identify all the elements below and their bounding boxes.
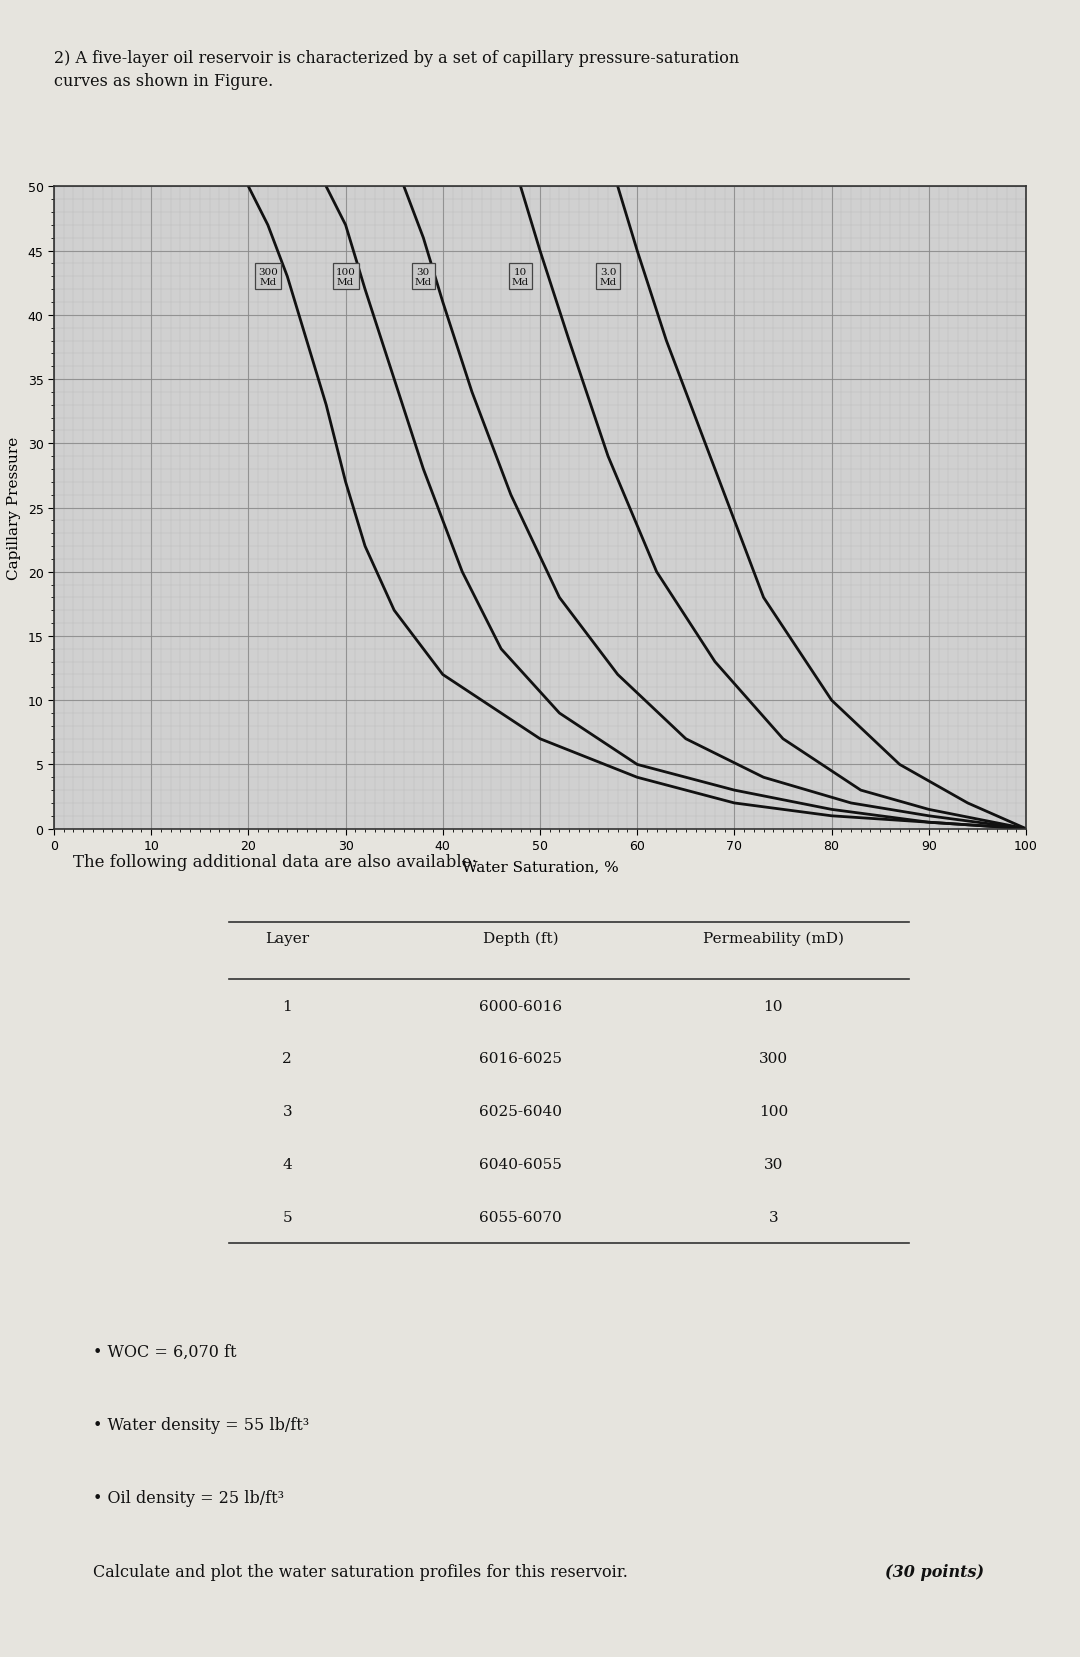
Text: Layer: Layer [266, 931, 309, 946]
Y-axis label: Capillary Pressure: Capillary Pressure [6, 436, 21, 580]
Text: 5: 5 [283, 1210, 292, 1225]
Text: Calculate and plot the water saturation profiles for this reservoir.: Calculate and plot the water saturation … [93, 1563, 633, 1579]
Text: (30 points): (30 points) [886, 1563, 984, 1579]
Text: Permeability (mD): Permeability (mD) [703, 931, 843, 946]
Text: 6016-6025: 6016-6025 [480, 1052, 562, 1065]
Text: 300
Md: 300 Md [258, 267, 278, 287]
Text: 3.0
Md: 3.0 Md [599, 267, 617, 287]
Text: 6040-6055: 6040-6055 [480, 1157, 562, 1171]
Text: 2: 2 [282, 1052, 293, 1065]
X-axis label: Water Saturation, %: Water Saturation, % [461, 860, 619, 873]
Text: 6025-6040: 6025-6040 [480, 1105, 562, 1118]
Text: 3: 3 [283, 1105, 292, 1118]
Text: 30: 30 [764, 1157, 783, 1171]
Text: 6000-6016: 6000-6016 [480, 999, 562, 1012]
Text: 100
Md: 100 Md [336, 267, 355, 287]
Text: 2) A five-layer oil reservoir is characterized by a set of capillary pressure-sa: 2) A five-layer oil reservoir is charact… [54, 50, 739, 89]
Text: 10: 10 [764, 999, 783, 1012]
Text: 300: 300 [759, 1052, 787, 1065]
Text: 30
Md: 30 Md [415, 267, 432, 287]
Text: 10
Md: 10 Md [512, 267, 529, 287]
Text: 6055-6070: 6055-6070 [480, 1210, 562, 1225]
Text: • Oil density = 25 lb/ft³: • Oil density = 25 lb/ft³ [93, 1490, 284, 1506]
Text: Depth (ft): Depth (ft) [483, 931, 558, 946]
Text: 4: 4 [282, 1157, 293, 1171]
Text: 1: 1 [282, 999, 293, 1012]
Text: 100: 100 [758, 1105, 788, 1118]
Text: • Water density = 55 lb/ft³: • Water density = 55 lb/ft³ [93, 1417, 309, 1433]
Text: The following additional data are also available:: The following additional data are also a… [73, 853, 477, 870]
Text: • WOC = 6,070 ft: • WOC = 6,070 ft [93, 1342, 237, 1360]
Text: 3: 3 [769, 1210, 778, 1225]
